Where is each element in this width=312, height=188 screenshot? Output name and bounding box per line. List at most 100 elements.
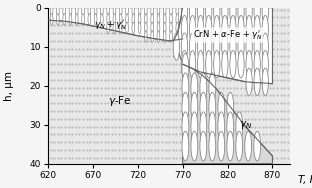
Circle shape <box>206 0 212 25</box>
Circle shape <box>206 15 212 43</box>
Circle shape <box>163 22 166 34</box>
Circle shape <box>200 73 207 102</box>
Circle shape <box>100 14 103 25</box>
Circle shape <box>113 22 116 34</box>
Circle shape <box>88 14 91 25</box>
Circle shape <box>113 5 116 17</box>
Circle shape <box>214 0 220 25</box>
Circle shape <box>163 14 166 25</box>
Circle shape <box>132 22 135 34</box>
Circle shape <box>119 22 122 34</box>
Polygon shape <box>174 8 272 84</box>
Circle shape <box>182 92 189 122</box>
Circle shape <box>182 112 189 141</box>
Circle shape <box>254 68 260 96</box>
Circle shape <box>262 51 268 78</box>
Circle shape <box>191 92 198 122</box>
Circle shape <box>254 0 260 25</box>
Circle shape <box>222 0 228 25</box>
Circle shape <box>82 5 84 17</box>
Circle shape <box>56 14 59 25</box>
Circle shape <box>209 131 216 161</box>
Circle shape <box>200 92 207 122</box>
Circle shape <box>236 112 243 141</box>
Circle shape <box>200 112 207 141</box>
Circle shape <box>214 51 220 78</box>
Circle shape <box>189 51 196 78</box>
Circle shape <box>227 92 234 122</box>
Circle shape <box>182 131 189 161</box>
Polygon shape <box>183 64 272 164</box>
Circle shape <box>262 15 268 43</box>
Circle shape <box>119 14 122 25</box>
Circle shape <box>214 33 220 60</box>
Circle shape <box>246 15 252 43</box>
Circle shape <box>218 92 225 122</box>
Circle shape <box>262 68 268 96</box>
Circle shape <box>132 5 135 17</box>
Circle shape <box>157 22 160 34</box>
Circle shape <box>126 5 128 17</box>
Circle shape <box>181 51 188 78</box>
Circle shape <box>144 31 147 42</box>
Circle shape <box>254 51 260 78</box>
Circle shape <box>132 14 135 25</box>
Circle shape <box>181 0 188 25</box>
Circle shape <box>176 31 179 42</box>
Circle shape <box>246 0 252 25</box>
Circle shape <box>138 5 141 17</box>
Circle shape <box>197 0 204 25</box>
Circle shape <box>245 131 251 161</box>
Circle shape <box>238 0 244 25</box>
Circle shape <box>222 51 228 78</box>
Circle shape <box>230 33 236 60</box>
Text: $\gamma_N + \gamma_N^\prime$: $\gamma_N + \gamma_N^\prime$ <box>94 18 128 32</box>
Circle shape <box>173 33 179 60</box>
Text: $\gamma$-Fe: $\gamma$-Fe <box>108 94 132 108</box>
Circle shape <box>230 51 236 78</box>
Circle shape <box>107 5 110 17</box>
Circle shape <box>197 33 204 60</box>
Circle shape <box>176 14 179 25</box>
Circle shape <box>138 14 141 25</box>
Text: $\gamma_N$: $\gamma_N$ <box>239 119 252 131</box>
Circle shape <box>170 5 172 17</box>
Circle shape <box>197 51 204 78</box>
Circle shape <box>236 131 243 161</box>
Circle shape <box>238 51 244 78</box>
Circle shape <box>176 22 179 34</box>
Circle shape <box>182 53 189 83</box>
Circle shape <box>100 5 103 17</box>
Circle shape <box>82 14 84 25</box>
Circle shape <box>197 15 204 43</box>
Circle shape <box>94 5 97 17</box>
Polygon shape <box>48 8 183 41</box>
Circle shape <box>157 14 160 25</box>
Circle shape <box>151 22 154 34</box>
Circle shape <box>63 5 66 17</box>
Circle shape <box>209 92 216 122</box>
Circle shape <box>107 22 110 34</box>
Circle shape <box>246 68 252 96</box>
Circle shape <box>56 5 59 17</box>
Circle shape <box>206 51 212 78</box>
Circle shape <box>176 5 179 17</box>
Circle shape <box>262 0 268 25</box>
Circle shape <box>238 15 244 43</box>
Circle shape <box>246 33 252 60</box>
Text: CrN + $\alpha$-Fe + $\gamma_N^\prime$: CrN + $\alpha$-Fe + $\gamma_N^\prime$ <box>193 28 262 42</box>
Circle shape <box>254 15 260 43</box>
Circle shape <box>107 14 110 25</box>
Circle shape <box>254 131 261 161</box>
Circle shape <box>113 14 116 25</box>
Circle shape <box>191 73 198 102</box>
Circle shape <box>50 5 53 17</box>
Circle shape <box>157 31 160 42</box>
Circle shape <box>181 33 188 60</box>
Circle shape <box>262 33 268 60</box>
Circle shape <box>126 14 128 25</box>
X-axis label: T, K: T, K <box>298 175 312 185</box>
Circle shape <box>126 22 128 34</box>
Circle shape <box>222 15 228 43</box>
Circle shape <box>163 31 166 42</box>
